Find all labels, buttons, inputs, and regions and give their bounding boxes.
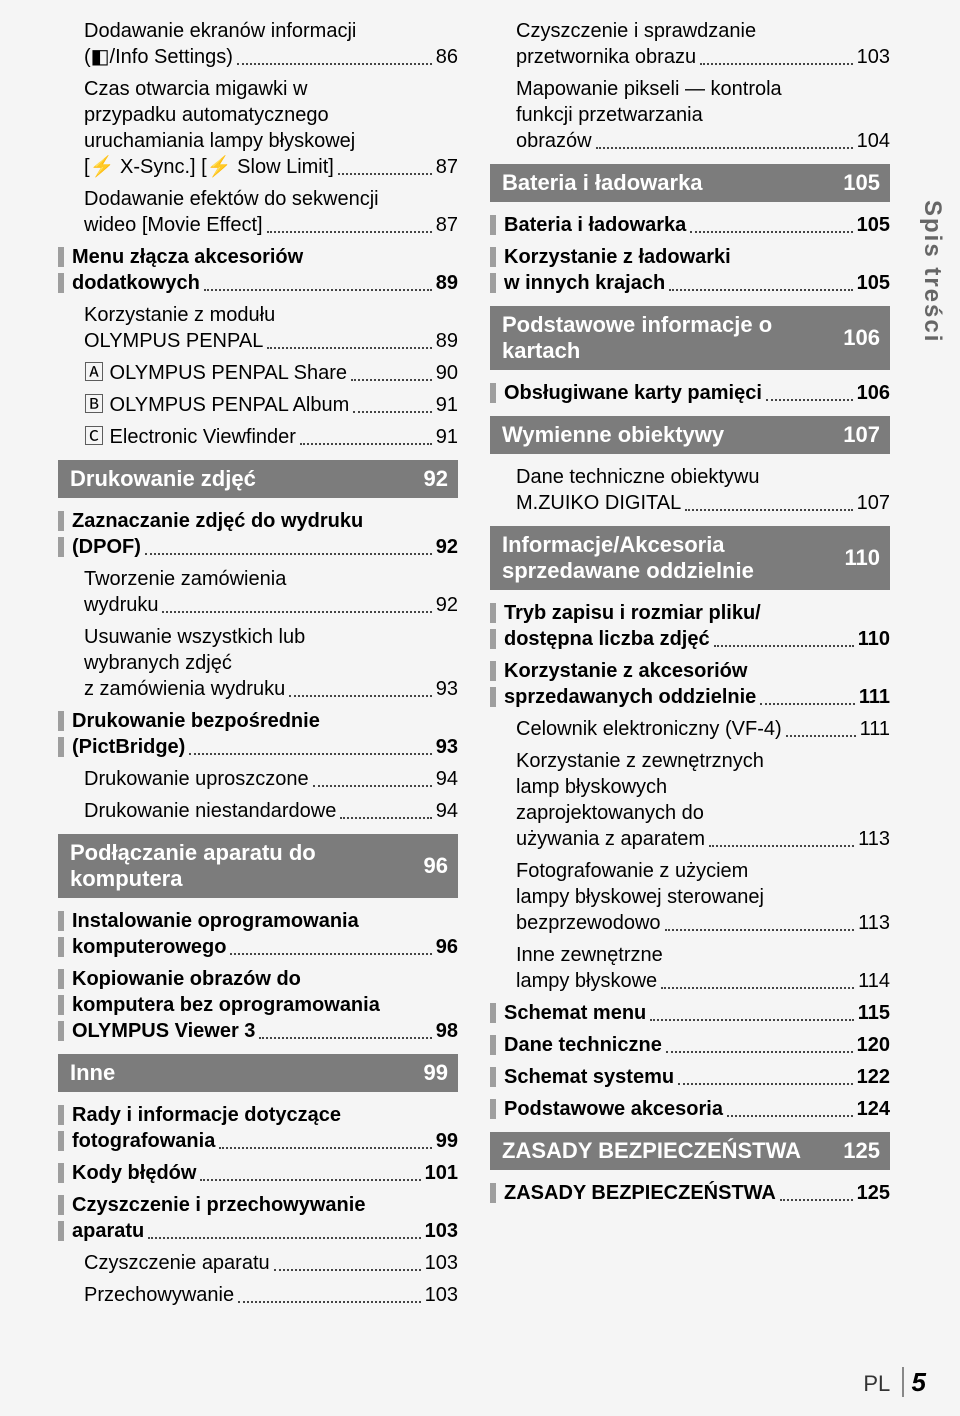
toc-entry: Tryb zapisu i rozmiar pliku/dostępna lic… — [490, 600, 890, 652]
toc-entry: Drukowanie niestandardowe94 — [58, 798, 458, 824]
toc-entry: Dane techniczne obiektywuM.ZUIKO DIGITAL… — [490, 464, 890, 516]
toc-entry: Bateria i ładowarka105 — [490, 212, 890, 238]
toc-heading: Drukowanie zdjęć92 — [58, 460, 458, 498]
toc-entry: Menu złącza akcesoriówdodatkowych89 — [58, 244, 458, 296]
toc-entry: 🄰 OLYMPUS PENPAL Share90 — [58, 360, 458, 386]
toc-entry: Schemat systemu122 — [490, 1064, 890, 1090]
toc-entry: 🄱 OLYMPUS PENPAL Album91 — [58, 392, 458, 418]
toc-entry: Kody błędów101 — [58, 1160, 458, 1186]
toc-entry: Dane techniczne120 — [490, 1032, 890, 1058]
toc-entry: 🄲 Electronic Viewfinder91 — [58, 424, 458, 450]
toc-entry: Dodawanie ekranów informacji(◧/Info Sett… — [58, 18, 458, 70]
side-tab-label: Spis treści — [918, 200, 946, 343]
toc-entry: Korzystanie z akcesoriówsprzedawanych od… — [490, 658, 890, 710]
toc-entry: Mapowanie pikseli — kontrolafunkcji prze… — [490, 76, 890, 154]
toc-entry: Czyszczenie i przechowywanieaparatu103 — [58, 1192, 458, 1244]
toc-left-column: Dodawanie ekranów informacji(◧/Info Sett… — [58, 18, 458, 1314]
toc-heading: Podstawowe informacje o kartach106 — [490, 306, 890, 370]
toc-heading: Podłączanie aparatu do komputera96 — [58, 834, 458, 898]
toc-entry: Celownik elektroniczny (VF-4)111 — [490, 716, 890, 742]
page-footer: PL 5 — [863, 1367, 926, 1398]
toc-heading: Bateria i ładowarka105 — [490, 164, 890, 202]
toc-entry: Instalowanie oprogramowaniakomputerowego… — [58, 908, 458, 960]
toc-entry: Dodawanie efektów do sekwencjiwideo [Mov… — [58, 186, 458, 238]
toc-heading: Informacje/Akcesoria sprzedawane oddziel… — [490, 526, 890, 590]
toc-heading: Wymienne obiektywy107 — [490, 416, 890, 454]
toc-entry: Czas otwarcia migawki wprzypadku automat… — [58, 76, 458, 180]
toc-entry: Drukowanie uproszczone94 — [58, 766, 458, 792]
toc-heading: Inne99 — [58, 1054, 458, 1092]
toc-heading: ZASADY BEZPIECZEŃSTWA125 — [490, 1132, 890, 1170]
toc-entry: Inne zewnętrznelampy błyskowe114 — [490, 942, 890, 994]
footer-lang: PL — [863, 1371, 889, 1396]
toc-entry: ZASADY BEZPIECZEŃSTWA125 — [490, 1180, 890, 1206]
toc-entry: Schemat menu115 — [490, 1000, 890, 1026]
toc-right-column: Czyszczenie i sprawdzanieprzetwornika ob… — [490, 18, 890, 1314]
toc-entry: Korzystanie z zewnętrznychlamp błyskowyc… — [490, 748, 890, 852]
toc-entry: Obsługiwane karty pamięci106 — [490, 380, 890, 406]
toc-entry: Korzystanie z modułuOLYMPUS PENPAL89 — [58, 302, 458, 354]
toc-entry: Tworzenie zamówieniawydruku92 — [58, 566, 458, 618]
toc-entry: Drukowanie bezpośrednie(PictBridge)93 — [58, 708, 458, 760]
toc-entry: Fotografowanie z użyciemlampy błyskowej … — [490, 858, 890, 936]
toc-entry: Przechowywanie103 — [58, 1282, 458, 1308]
toc-entry: Kopiowanie obrazów dokomputera bez oprog… — [58, 966, 458, 1044]
toc-entry: Czyszczenie aparatu103 — [58, 1250, 458, 1276]
toc-entry: Czyszczenie i sprawdzanieprzetwornika ob… — [490, 18, 890, 70]
toc-entry: Usuwanie wszystkich lubwybranych zdjęćz … — [58, 624, 458, 702]
toc-entry: Korzystanie z ładowarkiw innych krajach1… — [490, 244, 890, 296]
footer-page-number: 5 — [902, 1367, 926, 1397]
toc-entry: Zaznaczanie zdjęć do wydruku(DPOF)92 — [58, 508, 458, 560]
toc-entry: Rady i informacje dotyczącefotografowani… — [58, 1102, 458, 1154]
toc-page: Dodawanie ekranów informacji(◧/Info Sett… — [0, 0, 960, 1332]
toc-entry: Podstawowe akcesoria124 — [490, 1096, 890, 1122]
